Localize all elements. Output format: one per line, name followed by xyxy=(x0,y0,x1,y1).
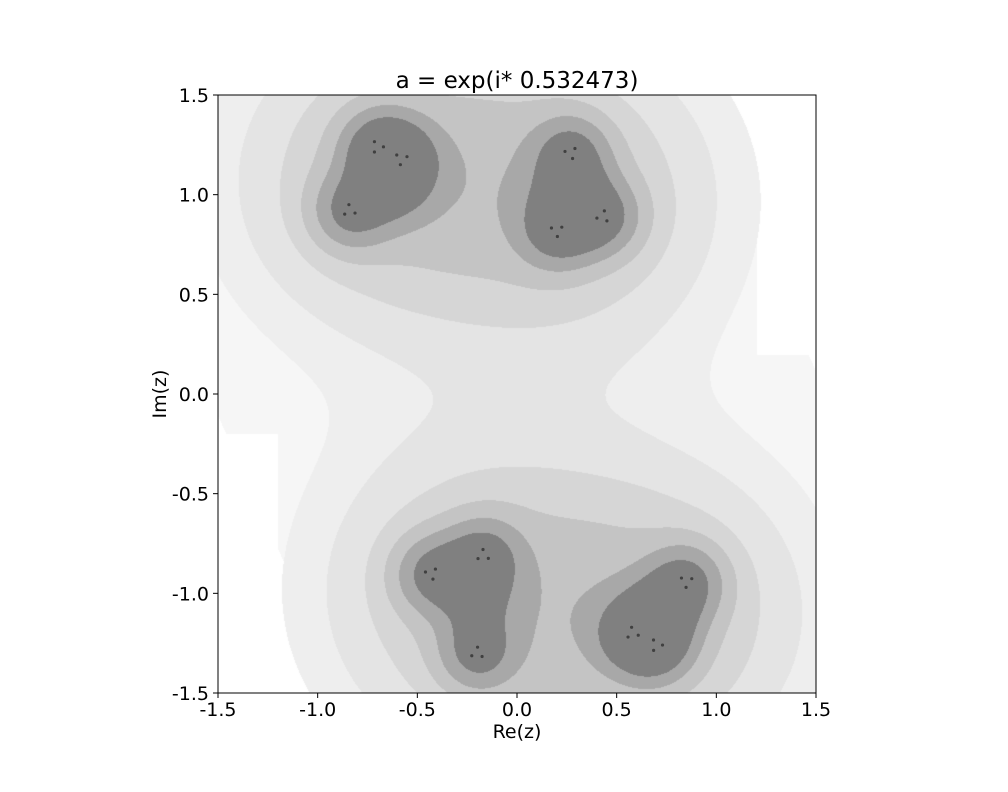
y-tick-label: 1.0 xyxy=(179,185,209,207)
fractal-point xyxy=(405,155,409,159)
fractal-point xyxy=(684,585,688,589)
y-tick-label: -1.5 xyxy=(172,683,209,705)
x-tick-label: -0.5 xyxy=(399,699,436,721)
x-tick-label: 1.0 xyxy=(701,699,731,721)
fractal-point xyxy=(679,576,684,580)
y-tick-label: -0.5 xyxy=(172,484,209,506)
y-axis-label: Im(z) xyxy=(149,370,171,419)
fractal-point xyxy=(372,150,377,154)
fractal-point xyxy=(573,146,577,151)
fractal-point xyxy=(347,203,351,207)
y-tick-label: 0.0 xyxy=(179,384,209,406)
fractal-point xyxy=(481,547,485,552)
fractal-point xyxy=(398,163,402,167)
fractal-point xyxy=(423,570,428,574)
chart-title: a = exp(i* 0.532473) xyxy=(396,68,639,94)
x-tick-label: 0.5 xyxy=(602,699,632,721)
fractal-point xyxy=(602,209,606,213)
fractal-point xyxy=(476,556,480,561)
fractal-point xyxy=(486,556,490,560)
y-tick-label: 1.5 xyxy=(179,85,209,107)
fractal-point xyxy=(660,643,665,647)
fractal-point xyxy=(381,145,386,149)
fractal-point xyxy=(395,153,399,157)
contour-field xyxy=(218,95,816,693)
fractal-point xyxy=(605,219,609,223)
fractal-point xyxy=(563,149,567,154)
y-tick-label: -1.0 xyxy=(172,583,209,605)
fractal-point xyxy=(626,635,630,639)
fractal-point xyxy=(636,633,640,637)
x-tick-label: 0.0 xyxy=(502,699,532,721)
fractal-point xyxy=(651,638,656,642)
fractal-point xyxy=(630,625,634,629)
fractal-point xyxy=(570,156,575,161)
x-tick-label: -1.5 xyxy=(199,699,236,721)
x-tick-label: 1.5 xyxy=(801,699,831,721)
x-axis-label: Re(z) xyxy=(493,721,542,743)
x-tick-label: -1.0 xyxy=(299,699,336,721)
fractal-point xyxy=(560,225,564,229)
fractal-point xyxy=(353,211,357,215)
fractal-point xyxy=(480,654,484,659)
x-axis: -1.5 -1.0 -0.5 0.0 0.5 1.0 1.5 xyxy=(199,693,831,721)
fractal-point xyxy=(690,577,694,581)
y-tick-label: 0.5 xyxy=(179,284,209,306)
fractal-point xyxy=(475,645,480,649)
fractal-point xyxy=(372,140,377,144)
y-axis: 1.5 1.0 0.5 0.0 -0.5 -1.0 -1.5 xyxy=(172,85,218,705)
fractal-point xyxy=(652,648,656,652)
fractal-point xyxy=(555,234,559,239)
escape-time-fill xyxy=(218,95,816,693)
fractal-point xyxy=(470,654,474,658)
fractal-point xyxy=(549,226,554,230)
fractal-point xyxy=(343,212,347,216)
fractal-point xyxy=(431,577,435,581)
fractal-point xyxy=(433,567,438,571)
fractal-point xyxy=(595,216,599,220)
